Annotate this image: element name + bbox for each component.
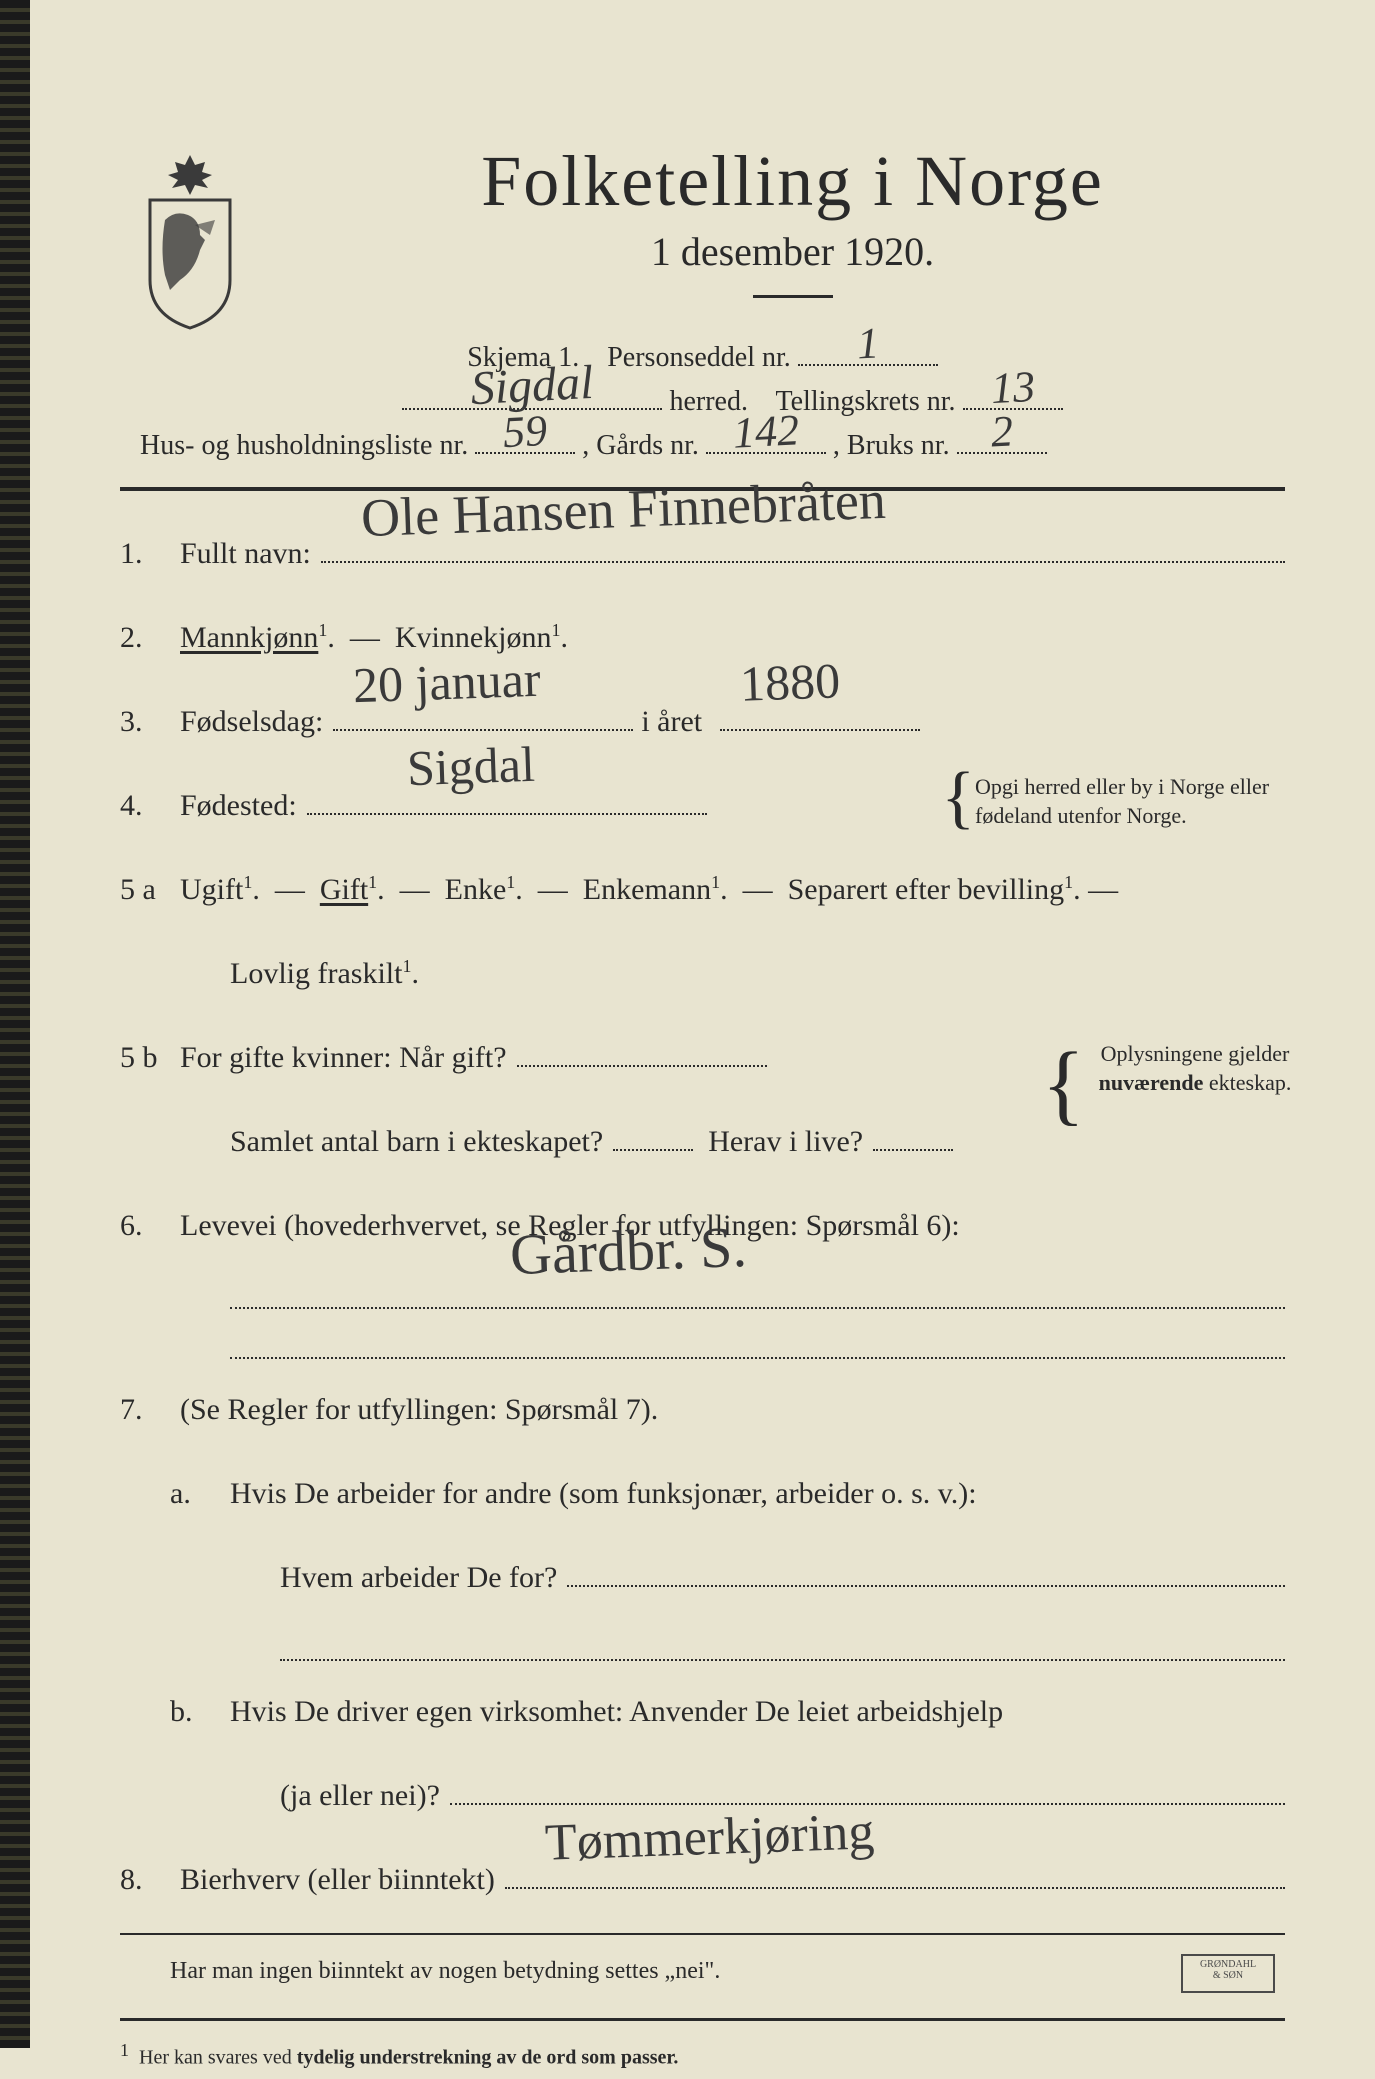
q8-label: Bierhverv (eller biinntekt) <box>180 1847 495 1913</box>
q7a-blank-row <box>120 1629 1285 1661</box>
footer-divider <box>120 1933 1285 1935</box>
printer-stamp: GRØNDAHL& SØN <box>1181 1954 1275 1993</box>
q5a-opt4: Separert efter bevilling <box>788 873 1065 906</box>
footnote-num: 1 <box>120 2040 129 2060</box>
q8-value: Tømmerkjøring <box>543 1775 876 1901</box>
q3-row: 3. Fødselsdag: 20 januar i året 1880 <box>120 689 1285 755</box>
q6-value: Gårdbr. S. <box>508 1183 749 1319</box>
q1-label: Fullt navn: <box>180 521 311 587</box>
q4-note: Opgi herred eller by i Norge eller fødel… <box>975 773 1285 830</box>
q1-value: Ole Hansen Finnebråten <box>359 441 888 578</box>
q7a-row: a. Hvis De arbeider for andre (som funks… <box>120 1461 1285 1527</box>
q5b-note: Oplysningene gjelder nuværende ekteskap. <box>1095 1040 1295 1097</box>
q3-year: 1880 <box>738 625 842 738</box>
q5a-opt0: Ugift <box>180 873 243 906</box>
q7b-label: Hvis De driver egen virksomhet: Anvender… <box>230 1679 1003 1745</box>
q7a-label: Hvis De arbeider for andre (som funksjon… <box>230 1461 977 1527</box>
brace-icon: { <box>941 763 975 833</box>
main-title: Folketelling i Norge <box>300 140 1285 223</box>
q5b-line2b: Herav i live? <box>708 1109 863 1175</box>
q7-row: 7. (Se Regler for utfyllingen: Spørsmål … <box>120 1377 1285 1443</box>
q7a-letter: a. <box>120 1461 230 1527</box>
q5a-opt3: Enkemann <box>583 873 711 906</box>
meta-section: Skjema 1. Personseddel nr. 1 Sigdal herr… <box>120 342 1285 462</box>
q5b-num: 5 b <box>120 1025 180 1091</box>
census-form-page: Folketelling i Norge 1 desember 1920. Sk… <box>0 0 1375 2048</box>
footer-note: Har man ingen biinntekt av nogen betydni… <box>120 1945 1285 1998</box>
q5b-row1: 5 b For gifte kvinner: Når gift? { Oplys… <box>120 1025 1285 1091</box>
q3-label: Fødselsdag: <box>180 689 323 755</box>
q7-label: (Se Regler for utfyllingen: Spørsmål 7). <box>180 1377 658 1443</box>
q4-value: Sigdal <box>405 709 537 823</box>
q5a-trailing-row: Lovlig fraskilt1. <box>120 941 1285 1007</box>
q2-mann: Mannkjønn <box>180 621 318 654</box>
q5a-opt1: Gift <box>320 873 368 906</box>
personseddel-label: Personseddel nr. <box>607 342 791 373</box>
q5a-trailing: Lovlig fraskilt <box>230 957 402 990</box>
q3-year-label: i året <box>641 689 702 755</box>
title-divider <box>753 295 833 298</box>
footer-divider-thick <box>120 2018 1285 2021</box>
q6-value-row: Gårdbr. S. <box>120 1277 1285 1309</box>
q5a-num: 5 a <box>120 857 180 923</box>
title-block: Folketelling i Norge 1 desember 1920. <box>300 140 1285 318</box>
q7-num: 7. <box>120 1377 180 1443</box>
q6-blank-row <box>120 1327 1285 1359</box>
q2-row: 2. Mannkjønn1. — Kvinnekjønn1. <box>120 605 1285 671</box>
footnote-text: Her kan svares ved tydelig understreknin… <box>139 2046 678 2068</box>
tellingskrets-label: Tellingskrets nr. <box>775 386 955 417</box>
q8-row: 8. Bierhverv (eller biinntekt) Tømmerkjø… <box>120 1847 1285 1913</box>
q5b-line1: For gifte kvinner: Når gift? <box>180 1025 507 1091</box>
personseddel-value: 1 <box>855 317 880 369</box>
footnote: 1 Her kan svares ved tydelig understrekn… <box>120 2031 1285 2079</box>
coat-of-arms-icon <box>120 150 260 330</box>
bruks-value: 2 <box>989 405 1014 457</box>
footnote-marker: 1 <box>318 620 327 640</box>
q4-num: 4. <box>120 773 180 839</box>
q7a-sub-row: Hvem arbeider De for? <box>120 1545 1285 1611</box>
q4-row: 4. Fødested: Sigdal { Opgi herred eller … <box>120 773 1285 839</box>
form-body: 1. Fullt navn: Ole Hansen Finnebråten 2.… <box>120 521 1285 2079</box>
q8-num: 8. <box>120 1847 180 1913</box>
q1-row: 1. Fullt navn: Ole Hansen Finnebråten <box>120 521 1285 587</box>
q1-num: 1. <box>120 521 180 587</box>
q4-label: Fødested: <box>180 773 297 839</box>
form-header: Folketelling i Norge 1 desember 1920. <box>120 140 1285 330</box>
q6-num: 6. <box>120 1193 180 1259</box>
q7b-row: b. Hvis De driver egen virksomhet: Anven… <box>120 1679 1285 1745</box>
q5b-line2a: Samlet antal barn i ekteskapet? <box>230 1109 603 1175</box>
q2-num: 2. <box>120 605 180 671</box>
husliste-value: 59 <box>502 405 549 458</box>
q7b-letter: b. <box>120 1679 230 1745</box>
q7a-sub: Hvem arbeider De for? <box>280 1545 557 1611</box>
q5a-opt2: Enke <box>445 873 507 906</box>
q3-num: 3. <box>120 689 180 755</box>
q5a-row: 5 a Ugift1. — Gift1. — Enke1. — Enkemann… <box>120 857 1285 923</box>
q7b-sub: (ja eller nei)? <box>280 1763 440 1829</box>
subtitle: 1 desember 1920. <box>300 228 1285 275</box>
q5b-row2: Samlet antal barn i ekteskapet? Herav i … <box>120 1109 1285 1175</box>
footnote-marker: 1 <box>551 620 560 640</box>
